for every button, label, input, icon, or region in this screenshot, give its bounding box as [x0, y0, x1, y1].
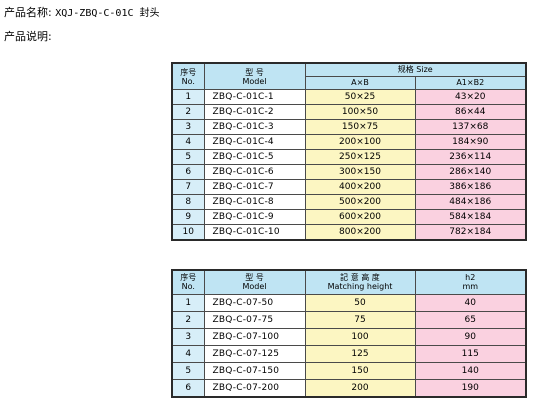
size-spec-table: 序号 No. 型 号 Model 规格 Size A×B A1×B2 1 ZBQ-C-… — [171, 62, 527, 241]
row-a1b2: 386×186 — [414, 179, 527, 195]
row-ab: 600×200 — [304, 209, 416, 225]
row-h2: 115 — [414, 344, 527, 363]
row-a1b2: 584×184 — [414, 209, 527, 225]
row-index: 3 — [171, 119, 205, 135]
row-index: 5 — [171, 361, 205, 380]
table-row: 9 ZBQ-C-01C-9 600×200 584×184 — [171, 209, 527, 225]
header-matching-height: 記 意 高 度 Matching height — [304, 269, 416, 295]
table-row: 6 ZBQ-C-07-200 200 190 — [171, 378, 527, 397]
header-h2: h2 mm — [414, 269, 527, 295]
row-index: 8 — [171, 194, 205, 210]
row-model: ZBQ-C-07-75 — [203, 310, 306, 329]
row-index: 1 — [171, 293, 205, 312]
header-model: 型 号 Model — [203, 269, 306, 295]
row-index: 2 — [171, 104, 205, 120]
row-ab: 200×100 — [304, 134, 416, 150]
row-ab: 300×150 — [304, 164, 416, 180]
row-matching-height: 100 — [304, 327, 416, 346]
row-ab: 150×75 — [304, 119, 416, 135]
row-a1b2: 484×186 — [414, 194, 527, 210]
row-ab: 50×25 — [304, 89, 416, 105]
table-row: 2 ZBQ-C-01C-2 100×50 86×44 — [171, 104, 527, 120]
row-model: ZBQ-C-01C-8 — [203, 194, 306, 210]
table-row: 4 ZBQ-C-07-125 125 115 — [171, 344, 527, 363]
row-index: 6 — [171, 164, 205, 180]
header-ab: A×B — [304, 76, 416, 90]
table-row: 10 ZBQ-C-01C-10 800×200 782×184 — [171, 224, 527, 241]
row-model: ZBQ-C-01C-7 — [203, 179, 306, 195]
row-matching-height: 50 — [304, 293, 416, 312]
table-row: 2 ZBQ-C-07-75 75 65 — [171, 310, 527, 329]
product-name-value: XQJ-ZBQ-C-01C 封头 — [55, 8, 160, 19]
row-a1b2: 782×184 — [414, 224, 527, 241]
row-model: ZBQ-C-07-100 — [203, 327, 306, 346]
row-model: ZBQ-C-07-200 — [203, 378, 306, 397]
row-index: 4 — [171, 344, 205, 363]
row-model: ZBQ-C-01C-3 — [203, 119, 306, 135]
row-matching-height: 75 — [304, 310, 416, 329]
row-model: ZBQ-C-01C-4 — [203, 134, 306, 150]
row-ab: 500×200 — [304, 194, 416, 210]
row-index: 1 — [171, 89, 205, 105]
row-a1b2: 184×90 — [414, 134, 527, 150]
row-index: 4 — [171, 134, 205, 150]
product-name-line: 产品名称: XQJ-ZBQ-C-01C 封头 — [4, 6, 160, 21]
table-row: 5 ZBQ-C-01C-5 250×125 236×114 — [171, 149, 527, 165]
header-size: 规格 Size — [304, 62, 527, 77]
product-desc-label: 产品说明: — [4, 30, 52, 43]
table-row: 3 ZBQ-C-01C-3 150×75 137×68 — [171, 119, 527, 135]
table-row: 3 ZBQ-C-07-100 100 90 — [171, 327, 527, 346]
row-model: ZBQ-C-07-125 — [203, 344, 306, 363]
row-ab: 800×200 — [304, 224, 416, 241]
row-a1b2: 86×44 — [414, 104, 527, 120]
row-index: 10 — [171, 224, 205, 241]
table-row: 5 ZBQ-C-07-150 150 140 — [171, 361, 527, 380]
row-ab: 250×125 — [304, 149, 416, 165]
header-a1b2: A1×B2 — [414, 76, 527, 90]
row-h2: 90 — [414, 327, 527, 346]
row-h2: 190 — [414, 378, 527, 397]
row-model: ZBQ-C-01C-9 — [203, 209, 306, 225]
table-row: 6 ZBQ-C-01C-6 300×150 286×140 — [171, 164, 527, 180]
row-a1b2: 236×114 — [414, 149, 527, 165]
product-name-label: 产品名称: — [4, 6, 52, 19]
table-row: 4 ZBQ-C-01C-4 200×100 184×90 — [171, 134, 527, 150]
row-model: ZBQ-C-07-50 — [203, 293, 306, 312]
row-matching-height: 150 — [304, 361, 416, 380]
row-h2: 65 — [414, 310, 527, 329]
table-row: 1 ZBQ-C-07-50 50 40 — [171, 293, 527, 312]
row-model: ZBQ-C-01C-6 — [203, 164, 306, 180]
row-matching-height: 200 — [304, 378, 416, 397]
row-model: ZBQ-C-01C-2 — [203, 104, 306, 120]
row-index: 6 — [171, 378, 205, 397]
row-model: ZBQ-C-01C-10 — [203, 224, 306, 241]
row-a1b2: 43×20 — [414, 89, 527, 105]
table-row: 1 ZBQ-C-01C-1 50×25 43×20 — [171, 89, 527, 105]
table-row: 7 ZBQ-C-01C-7 400×200 386×186 — [171, 179, 527, 195]
row-index: 7 — [171, 179, 205, 195]
row-index: 9 — [171, 209, 205, 225]
header-model: 型 号 Model — [203, 62, 306, 90]
row-h2: 40 — [414, 293, 527, 312]
row-index: 2 — [171, 310, 205, 329]
row-model: ZBQ-C-01C-1 — [203, 89, 306, 105]
row-matching-height: 125 — [304, 344, 416, 363]
header-index: 序号 No. — [171, 62, 205, 90]
row-ab: 100×50 — [304, 104, 416, 120]
row-index: 3 — [171, 327, 205, 346]
row-h2: 140 — [414, 361, 527, 380]
header-index: 序号 No. — [171, 269, 205, 295]
row-ab: 400×200 — [304, 179, 416, 195]
matching-height-table: 序号 No. 型 号 Model 記 意 高 度 Matching height h2… — [171, 269, 527, 398]
product-desc-line: 产品说明: — [4, 30, 52, 44]
row-model: ZBQ-C-01C-5 — [203, 149, 306, 165]
table-row: 8 ZBQ-C-01C-8 500×200 484×186 — [171, 194, 527, 210]
row-a1b2: 286×140 — [414, 164, 527, 180]
row-model: ZBQ-C-07-150 — [203, 361, 306, 380]
row-index: 5 — [171, 149, 205, 165]
row-a1b2: 137×68 — [414, 119, 527, 135]
